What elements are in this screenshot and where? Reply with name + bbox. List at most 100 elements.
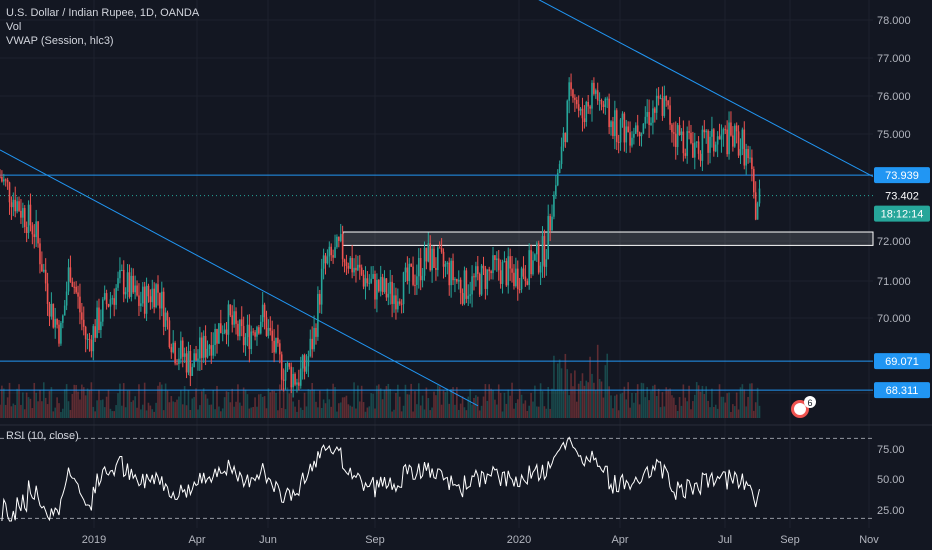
rsi-label[interactable]: RSI (10, close) [6, 430, 79, 442]
candle-body [387, 293, 390, 298]
candle-body [598, 100, 601, 102]
volume-bar [720, 396, 723, 418]
volume-bar [41, 401, 43, 418]
candle-body [644, 116, 647, 124]
candle-body [684, 153, 687, 156]
candle-body [244, 337, 247, 346]
volume-bar [574, 370, 576, 418]
support-zone[interactable] [342, 231, 874, 246]
candle-body [714, 144, 717, 152]
candle-body [537, 243, 540, 273]
candles[interactable] [0, 73, 761, 398]
candle-body [518, 289, 521, 291]
volume-bar [181, 404, 184, 418]
volume-bar [62, 408, 64, 418]
countdown-badge-bg [874, 205, 930, 222]
candle-body [48, 303, 51, 317]
volume-bar [18, 384, 20, 418]
price-lines[interactable] [0, 174, 873, 391]
candle-body [286, 362, 289, 371]
volume-bar [121, 405, 123, 418]
candle-body [279, 343, 281, 355]
candle-body [191, 367, 194, 376]
candle-body [709, 136, 711, 153]
volume-bar [191, 398, 194, 418]
candle-body [595, 90, 597, 94]
volume-bar [44, 397, 47, 418]
volume-bar [427, 398, 430, 418]
candle-body [341, 234, 344, 260]
volume-bar [92, 406, 95, 418]
candle-body [358, 264, 361, 268]
price-line-badge-0-bg [874, 167, 930, 184]
volume-bar [444, 392, 447, 418]
volume-bar [457, 409, 460, 418]
candle-body [67, 267, 70, 292]
candle-body [1, 176, 3, 182]
volume-bar [239, 402, 241, 418]
candle-body [747, 149, 749, 159]
volume-bar [636, 384, 639, 418]
candle-body [166, 312, 169, 321]
volume-bar [107, 389, 110, 418]
candle-body [713, 129, 715, 152]
volume-bar [101, 399, 104, 418]
candle-body [197, 358, 199, 361]
candle-body [490, 271, 492, 274]
candle-body [176, 363, 178, 365]
volume-bar [103, 407, 106, 418]
volume-bar [558, 359, 561, 418]
volume-bar [58, 403, 60, 418]
volume-bar [587, 382, 589, 418]
candle-body [699, 153, 702, 161]
volume-bar [233, 406, 235, 418]
candle-body [134, 285, 136, 293]
volume-bar [141, 404, 144, 418]
volume-bar [42, 382, 45, 418]
candle-body [638, 131, 641, 137]
volume-bar [438, 386, 441, 418]
candle-body [94, 326, 96, 338]
candle-body [41, 264, 43, 272]
volume-bar [595, 390, 597, 418]
volume-bar [292, 401, 294, 418]
candle-body [149, 296, 152, 303]
volume-bar [263, 396, 266, 418]
candle-body [218, 323, 220, 344]
candle-body [555, 185, 557, 195]
candle-body [101, 299, 104, 322]
volume-bar [665, 387, 668, 418]
symbol-title[interactable]: U.S. Dollar / Indian Rupee, 1D, OANDA [6, 7, 200, 19]
volume-bar [307, 389, 310, 418]
candle-body [145, 285, 148, 314]
trendlines[interactable] [0, 0, 874, 407]
volume-bar [617, 410, 620, 418]
volume-bar [709, 407, 711, 418]
volume-bar [667, 389, 669, 418]
candle-body [406, 267, 409, 282]
volume-bar [81, 384, 83, 418]
candle-body [294, 374, 296, 385]
volume-bar [318, 390, 321, 418]
volume-bar [351, 406, 353, 418]
candle-body [265, 317, 268, 336]
candle-body [467, 295, 470, 299]
candle-body [309, 338, 312, 357]
volume-bar [286, 387, 289, 418]
vol-label[interactable]: Vol [6, 21, 22, 33]
candle-body [343, 259, 346, 263]
vwap-label[interactable]: VWAP (Session, hlc3) [6, 35, 114, 47]
volume-bar [397, 384, 399, 418]
candle-body [193, 353, 195, 368]
volume-bar [376, 385, 378, 418]
volume-bar [313, 389, 315, 418]
time-axis[interactable]: 2019 Apr Jun Sep 2020 Apr Jul Sep Nov [82, 534, 880, 546]
candle-body [513, 272, 515, 287]
candle-body [475, 266, 477, 278]
candle-body [648, 112, 650, 125]
volume-bar [195, 388, 197, 418]
volume-bar [10, 406, 13, 418]
volume-bar [75, 385, 77, 418]
volume-bar [456, 387, 458, 418]
